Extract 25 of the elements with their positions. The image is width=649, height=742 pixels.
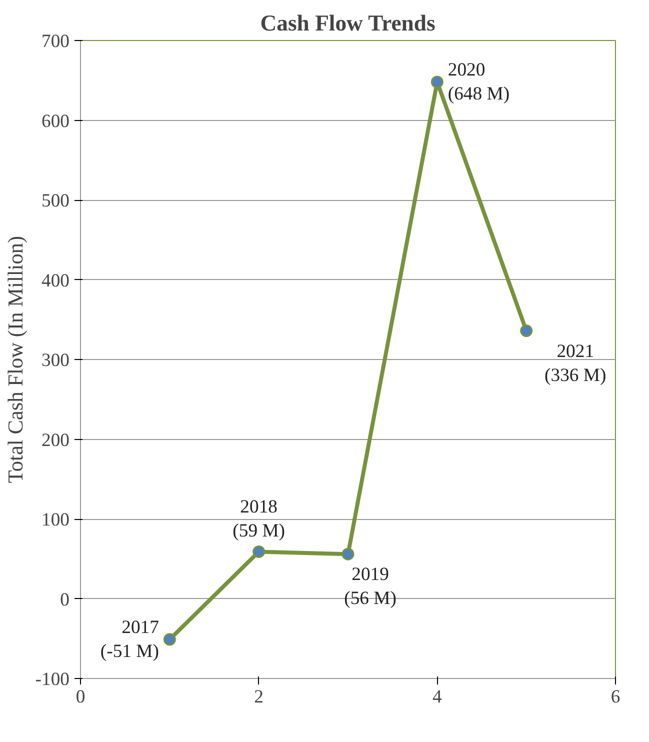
data-label: 2021 (336 M) [544,340,606,386]
y-tick-label: 100 [42,510,70,530]
chart-title: Cash Flow Trends [260,10,436,36]
y-tick-label: 500 [42,190,70,212]
x-tick-label: 2 [254,686,264,708]
y-tick-label: -100 [35,669,70,690]
point [520,324,533,338]
x-tick-label: 6 [610,686,620,708]
data-label: 2020 (648 M) [448,59,510,105]
x-tick-label: 0 [76,686,86,708]
y-tick-label: 200 [42,430,70,451]
data-label: 2018 (59 M) [232,496,286,542]
point [342,548,354,560]
point [430,76,444,88]
point [252,545,266,558]
y-tick-label: 600 [42,110,70,132]
y-axis-title: Total Cash Flow (In Million) [3,236,28,484]
y-tick-label: 700 [42,31,70,52]
point [163,633,176,646]
y-tick-label: 400 [42,270,70,292]
data-label: 2019 (56 M) [344,564,396,610]
x-tick-label: 4 [432,686,443,708]
y-tick-label: 0 [60,589,70,610]
data-label: 2017 (-51 M) [100,616,159,662]
y-tick-label: 300 [42,350,70,371]
